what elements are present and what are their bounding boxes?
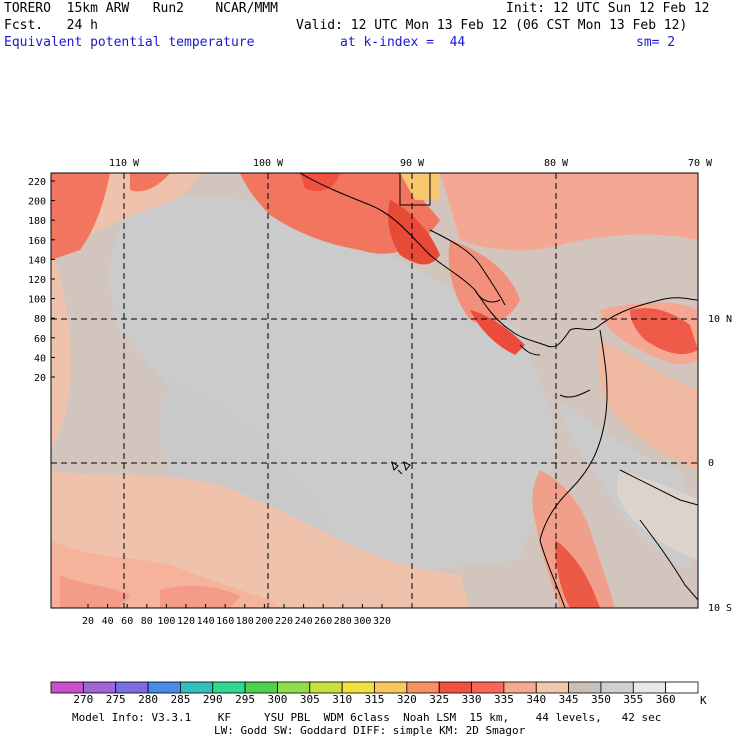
lon-label-110w: 110 W: [109, 158, 140, 169]
colorbar-label: 295: [235, 693, 255, 706]
lat-label-10n: 10 N: [708, 314, 732, 325]
lat-label-0: 0: [708, 458, 714, 469]
header-smoothing: sm= 2: [636, 35, 676, 50]
colorbar-swatch: [568, 681, 602, 694]
x-tick-label: 220: [275, 616, 293, 627]
equivalent-potential-temperature-field: [51, 173, 698, 608]
colorbar-label: 315: [365, 693, 385, 706]
colorbar-label: 335: [494, 693, 514, 706]
colorbar-swatch: [600, 681, 634, 694]
header-model-run: TORERO 15km ARW Run2 NCAR/MMM: [4, 1, 278, 16]
x-tick-label: 320: [373, 616, 391, 627]
x-tick-label: 100: [157, 616, 175, 627]
colorbar-label: 280: [138, 693, 158, 706]
x-tick-label: 20: [82, 616, 94, 627]
colorbar-label: 285: [170, 693, 190, 706]
lat-label-10s: 10 S: [708, 603, 732, 614]
colorbar-swatch: [471, 681, 505, 694]
colorbar-swatch: [244, 681, 278, 694]
colorbar-label: 350: [591, 693, 611, 706]
x-tick-label: 40: [102, 616, 114, 627]
y-tick-label: 60: [34, 334, 46, 345]
header-init-time: Init: 12 UTC Sun 12 Feb 12: [506, 1, 710, 16]
x-tick-label: 140: [197, 616, 215, 627]
colorbar-label: 290: [203, 693, 223, 706]
colorbar-swatch: [179, 681, 214, 694]
colorbar-swatch: [115, 681, 149, 694]
colorbar-label: 330: [462, 693, 482, 706]
colorbar-label: 270: [73, 693, 93, 706]
footer-physics-info: LW: Godd SW: Goddard DIFF: simple KM: 2D…: [214, 724, 526, 737]
colorbar-swatch: [503, 681, 537, 694]
colorbar-label: 340: [526, 693, 546, 706]
lon-label-90w: 90 W: [400, 158, 425, 169]
x-tick-label: 200: [255, 616, 273, 627]
x-tick-label: 300: [353, 616, 371, 627]
colorbar-swatch: [374, 681, 408, 694]
colorbar-swatch: [341, 681, 375, 694]
colorbar-swatch: [50, 681, 84, 694]
y-tick-label: 120: [28, 275, 46, 286]
coastlines: [299, 172, 699, 609]
y-tick-label: 200: [28, 197, 46, 208]
y-tick-label: 40: [34, 353, 46, 364]
x-axis-ticks: 20 40 60 80 100 120 140 160 180 200 220 240 260 280 30…: [82, 604, 391, 627]
colorbar-swatch: [212, 681, 246, 694]
colorbar-label: 320: [397, 693, 417, 706]
x-tick-label: 160: [216, 616, 234, 627]
y-tick-label: 180: [28, 216, 46, 227]
header-level: at k-index = 44: [340, 35, 466, 50]
colorbar-swatch: [147, 681, 181, 694]
colorbar-unit: K: [700, 694, 707, 707]
y-tick-label: 160: [28, 236, 46, 247]
colorbar-swatch: [406, 681, 440, 694]
colorbar-swatch: [438, 681, 472, 694]
y-axis-ticks: 220 200 180 160 140 120 100 80 60 40 20: [28, 177, 55, 384]
lon-label-80w: 80 W: [544, 158, 569, 169]
x-tick-label: 260: [314, 616, 332, 627]
x-tick-label: 280: [334, 616, 352, 627]
colorbar-label: 360: [656, 693, 676, 706]
colorbar-swatch: [632, 681, 667, 694]
colorbar-label: 325: [429, 693, 449, 706]
lat-lon-grid: [51, 173, 698, 608]
colorbar-label: 305: [300, 693, 320, 706]
header-valid-time: Valid: 12 UTC Mon 13 Feb 12 (06 CST Mon …: [296, 18, 688, 33]
x-tick-label: 120: [177, 616, 195, 627]
colorbar-label: 345: [559, 693, 579, 706]
y-tick-label: 20: [34, 373, 46, 384]
colorbar-label: 310: [332, 693, 352, 706]
colorbar-label: 300: [268, 693, 288, 706]
longitude-labels: 110 W 100 W 90 W 80 W 70 W: [109, 158, 713, 169]
colorbar: 270 275 280 285 290 295 300 305 310 315 320 325 330 3…: [50, 681, 699, 706]
colorbar-swatch: [665, 681, 699, 694]
colorbar-swatch: [82, 681, 117, 694]
footer-model-info: Model Info: V3.3.1 KF YSU PBL WDM 6class…: [72, 711, 662, 724]
y-tick-label: 100: [28, 295, 46, 306]
y-tick-label: 220: [28, 177, 46, 188]
x-tick-label: 240: [295, 616, 313, 627]
x-tick-label: 180: [236, 616, 254, 627]
colorbar-label: 355: [623, 693, 643, 706]
plot-frame: [50, 172, 699, 609]
lon-label-100w: 100 W: [253, 158, 284, 169]
header-forecast-hour: Fcst. 24 h: [4, 18, 98, 33]
y-tick-label: 80: [34, 314, 46, 325]
colorbar-swatch: [309, 681, 343, 694]
x-tick-label: 60: [121, 616, 133, 627]
header-field-name: Equivalent potential temperature: [4, 35, 255, 50]
x-tick-label: 80: [141, 616, 153, 627]
y-tick-label: 140: [28, 255, 46, 266]
colorbar-swatch: [535, 681, 569, 694]
colorbar-label: 275: [106, 693, 126, 706]
latitude-labels: 10 N 0 10 S: [708, 314, 732, 614]
colorbar-swatch: [277, 681, 311, 694]
lon-label-70w: 70 W: [688, 158, 713, 169]
